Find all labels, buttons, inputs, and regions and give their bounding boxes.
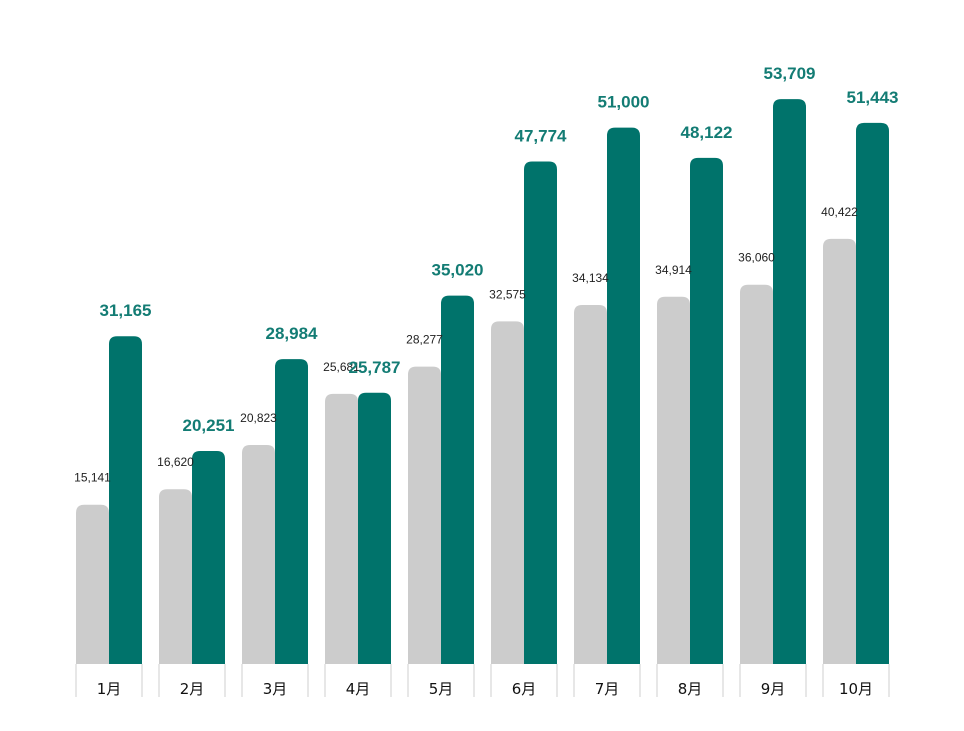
value-label-series-1-4: 25,681 <box>323 360 360 374</box>
value-label-series-2-4: 25,787 <box>349 358 401 377</box>
bar-series-2-7 <box>607 127 640 664</box>
value-label-series-1-8: 34,914 <box>655 263 692 277</box>
value-label-series-2-5: 35,020 <box>432 261 484 280</box>
value-label-series-1-6: 32,575 <box>489 287 526 301</box>
bar-series-2-4 <box>358 392 391 664</box>
x-tick-label-6: 6月 <box>512 680 537 698</box>
value-label-series-1-2: 16,620 <box>157 455 194 469</box>
bar-series-2-1 <box>109 336 142 664</box>
x-tick-label-8: 8月 <box>678 680 703 698</box>
bar-series-1-10 <box>823 238 856 665</box>
bar-series-2-5 <box>441 295 474 664</box>
value-label-series-1-7: 34,134 <box>572 271 609 285</box>
bars-layer <box>76 99 889 665</box>
value-label-series-2-1: 31,165 <box>100 301 152 320</box>
bar-series-1-4 <box>325 393 358 664</box>
x-tick-label-9: 9月 <box>761 680 786 698</box>
value-label-series-1-10: 40,422 <box>821 205 858 219</box>
bar-series-1-9 <box>740 284 773 664</box>
bar-series-1-2 <box>159 489 192 664</box>
bar-series-1-8 <box>657 296 690 664</box>
bar-series-2-10 <box>856 122 889 665</box>
bar-series-1-7 <box>574 304 607 664</box>
bar-series-1-1 <box>76 504 109 664</box>
bar-series-2-3 <box>275 359 308 664</box>
value-label-series-1-1: 15,141 <box>74 471 111 485</box>
x-tick-label-10: 10月 <box>839 680 873 698</box>
x-tick-label-3: 3月 <box>263 680 288 698</box>
x-tick-label-4: 4月 <box>346 680 371 698</box>
value-label-series-2-10: 51,443 <box>847 88 899 107</box>
bar-series-2-8 <box>690 157 723 664</box>
x-tick-label-1: 1月 <box>97 680 122 698</box>
value-label-series-1-9: 36,060 <box>738 251 775 265</box>
bar-series-1-5 <box>408 366 441 664</box>
value-label-series-2-9: 53,709 <box>764 64 816 83</box>
x-tick-label-7: 7月 <box>595 680 620 698</box>
value-label-series-2-3: 28,984 <box>266 324 319 343</box>
value-label-series-1-3: 20,823 <box>240 411 277 425</box>
value-label-series-2-8: 48,122 <box>681 123 733 142</box>
bar-series-2-2 <box>192 451 225 664</box>
value-labels-layer: 15,141 31,165 16,620 20,251 20,823 28,984 25,6… <box>74 64 898 485</box>
x-axis: 1月 2月 3月 4月 5月 6月 7月 8月 9月 10月 <box>75 664 890 698</box>
value-label-series-2-7: 51,000 <box>598 93 650 112</box>
x-tick-label-5: 5月 <box>429 680 454 698</box>
value-label-series-2-6: 47,774 <box>515 127 568 146</box>
bar-series-2-9 <box>773 99 806 664</box>
bar-series-2-6 <box>524 161 557 664</box>
value-label-series-1-5: 28,277 <box>406 333 443 347</box>
bar-series-1-3 <box>242 444 275 664</box>
bar-series-1-6 <box>491 321 524 664</box>
x-tick-label-2: 2月 <box>180 680 205 698</box>
value-label-series-2-2: 20,251 <box>183 416 235 435</box>
